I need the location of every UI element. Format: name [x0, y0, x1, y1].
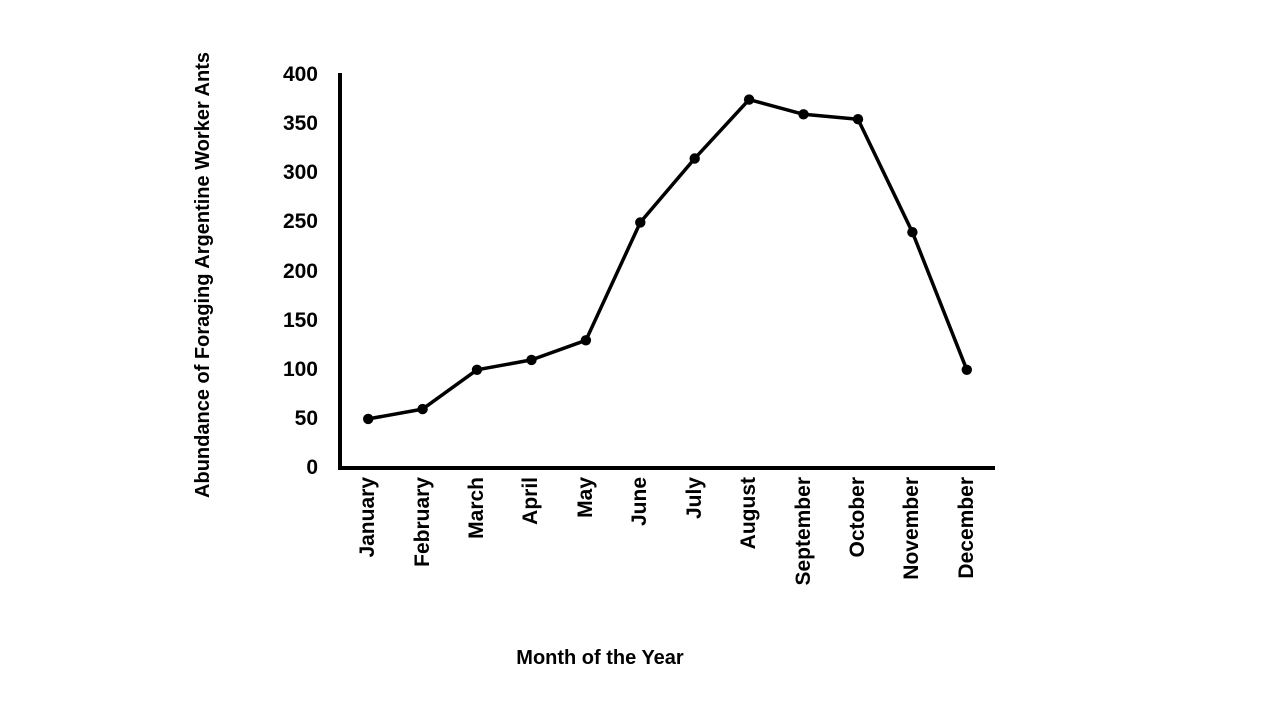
- chart-plot-svg: [363, 94, 972, 425]
- y-tick-label: 200: [282, 259, 318, 283]
- x-tick-label: September: [791, 477, 815, 586]
- data-point-marker: [635, 217, 646, 228]
- data-point-marker: [363, 413, 374, 425]
- x-tick-label: February: [410, 477, 434, 567]
- data-point-marker: [580, 335, 592, 346]
- y-axis-title-text: Abundance of Foraging Argentine Worker A…: [191, 52, 214, 498]
- y-axis-title: Abundance of Foraging Argentine Worker A…: [184, 52, 222, 498]
- data-point-marker: [798, 109, 809, 120]
- data-point-marker: [689, 153, 700, 164]
- y-tick-label: 0: [306, 456, 318, 479]
- y-tick-label: 100: [282, 357, 318, 381]
- y-axis-tick-labels: 400 350 300 250 200 150 100 50 0: [230, 64, 318, 478]
- x-tick-label: April: [519, 477, 543, 525]
- x-axis-tick-labels: January February March April May June Ju…: [341, 477, 994, 622]
- x-tick-label: October: [846, 477, 869, 558]
- x-axis-line: [338, 466, 995, 470]
- y-tick-label: 150: [282, 308, 318, 332]
- x-tick-label: December: [954, 477, 978, 579]
- data-point-marker: [852, 114, 864, 125]
- line-series: [367, 97, 969, 421]
- y-tick-label: 400: [282, 63, 318, 86]
- data-point-marker: [961, 364, 972, 375]
- x-axis-title: Month of the Year: [400, 647, 800, 670]
- y-axis-line: [338, 73, 342, 470]
- x-tick-label: January: [356, 477, 380, 558]
- x-tick-label: November: [900, 477, 924, 580]
- data-point-marker: [526, 354, 537, 366]
- x-tick-label: May: [573, 477, 597, 518]
- x-tick-label: July: [682, 477, 706, 520]
- data-point-marker: [743, 94, 755, 105]
- y-tick-label: 50: [294, 406, 318, 430]
- x-tick-label: June: [628, 477, 652, 527]
- data-point-marker: [417, 403, 428, 415]
- x-tick-label: March: [465, 477, 489, 539]
- data-point-marker: [907, 227, 918, 238]
- x-tick-label: August: [737, 477, 761, 550]
- x-axis-title-text: Month of the Year: [516, 647, 684, 669]
- y-tick-label: 350: [282, 112, 318, 136]
- y-tick-label: 250: [282, 210, 318, 234]
- y-tick-label: 300: [282, 161, 318, 185]
- data-point-marker: [471, 364, 483, 375]
